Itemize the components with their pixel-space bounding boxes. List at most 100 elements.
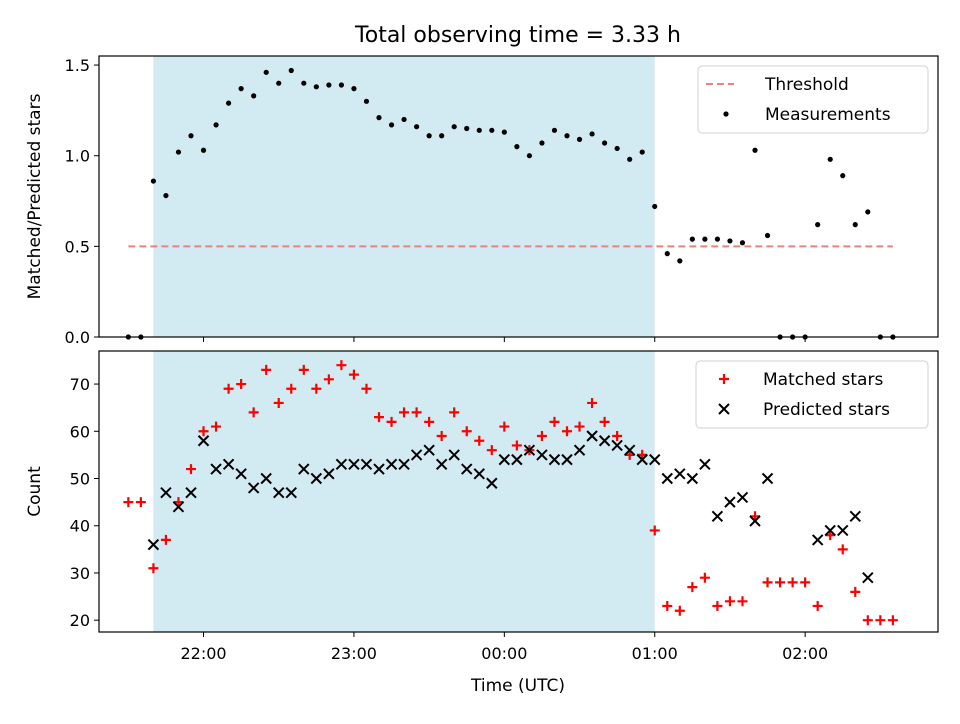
data-point: [762, 577, 773, 588]
legend: Matched stars Predicted stars: [695, 360, 929, 429]
y-tick-label: 60: [70, 422, 90, 441]
top-panel: 0.0 0.5 1.0 1.5 Matched/Predicted stars Thres…: [25, 55, 939, 347]
data-point: [486, 477, 498, 489]
data-point: [236, 379, 247, 390]
data-point: [811, 534, 824, 546]
data-point: [674, 468, 686, 480]
data-point: [714, 236, 721, 242]
data-point: [135, 497, 146, 508]
data-point: [837, 544, 848, 555]
data-point: [727, 238, 733, 244]
data-point: [338, 82, 345, 88]
data-point: [602, 140, 608, 146]
data-point: [587, 397, 598, 408]
data-point: [311, 383, 322, 394]
data-point: [336, 360, 347, 371]
data-point: [573, 444, 586, 456]
data-point: [150, 178, 156, 184]
data-point: [737, 596, 748, 607]
x-tick-label: 23:00: [331, 644, 377, 663]
y-axis-label: Count: [25, 466, 45, 517]
legend-swatch: [723, 111, 729, 117]
data-point: [251, 93, 257, 99]
data-point: [286, 383, 297, 394]
data-point: [711, 510, 724, 523]
data-point: [849, 510, 861, 523]
data-point: [686, 472, 699, 485]
data-point: [574, 421, 585, 432]
data-point: [499, 421, 510, 432]
data-point: [160, 534, 171, 545]
data-point: [664, 251, 670, 257]
data-point: [211, 421, 222, 432]
series-matched-stars: [123, 360, 898, 626]
data-point: [611, 439, 623, 452]
data-point: [551, 127, 558, 133]
data-point: [564, 133, 570, 139]
legend-entry: Measurements: [765, 105, 891, 125]
data-point: [562, 426, 573, 437]
legend-swatch: [718, 403, 730, 415]
legend-entry: Predicted stars: [763, 400, 890, 420]
data-point: [399, 407, 410, 418]
data-point: [147, 538, 160, 551]
data-point: [185, 464, 196, 475]
data-point: [222, 458, 235, 471]
data-point: [474, 435, 485, 446]
data-point: [188, 133, 194, 139]
data-point: [501, 129, 507, 135]
data-point: [310, 472, 323, 485]
data-point: [589, 131, 595, 137]
legend: Threshold Measurements: [697, 65, 929, 134]
data-point: [160, 486, 172, 499]
data-point: [148, 563, 159, 574]
data-point: [498, 453, 511, 466]
data-point: [736, 491, 749, 504]
data-point: [464, 125, 470, 132]
data-point: [476, 127, 482, 133]
data-point: [238, 86, 244, 92]
data-point: [123, 497, 134, 508]
data-point: [724, 496, 736, 508]
data-point: [461, 426, 472, 437]
data-point: [398, 458, 410, 471]
y-tick-label: 70: [70, 375, 90, 394]
data-point: [448, 449, 460, 461]
data-point: [536, 449, 548, 461]
data-point: [824, 524, 836, 537]
data-point: [652, 203, 658, 210]
data-point: [223, 383, 234, 394]
series-measurements: [125, 67, 896, 340]
data-point: [301, 80, 307, 86]
data-point: [662, 601, 673, 612]
data-point: [852, 222, 858, 228]
legend-entry: Matched stars: [763, 370, 883, 390]
data-point: [263, 69, 269, 75]
data-point: [273, 486, 285, 499]
data-point: [614, 145, 620, 152]
data-point: [514, 144, 520, 150]
data-point: [423, 444, 435, 456]
data-point: [351, 86, 357, 92]
data-point: [627, 156, 633, 162]
data-point: [335, 458, 348, 471]
data-point: [837, 524, 849, 537]
data-point: [248, 407, 259, 418]
data-point: [185, 486, 197, 499]
data-point: [449, 407, 460, 418]
y-tick-label: 0.0: [65, 328, 90, 347]
data-point: [225, 100, 232, 106]
data-point: [348, 458, 360, 471]
data-point: [414, 124, 420, 130]
data-point: [361, 383, 372, 394]
data-point: [649, 453, 661, 466]
data-point: [411, 407, 422, 418]
y-axis-label: Matched/Predicted stars: [25, 93, 45, 299]
legend-swatch: [719, 374, 729, 384]
data-point: [200, 147, 207, 153]
data-point: [687, 582, 698, 593]
data-point: [712, 601, 723, 612]
data-point: [323, 468, 335, 480]
data-point: [724, 596, 735, 607]
y-tick-label: 1.0: [65, 147, 90, 166]
